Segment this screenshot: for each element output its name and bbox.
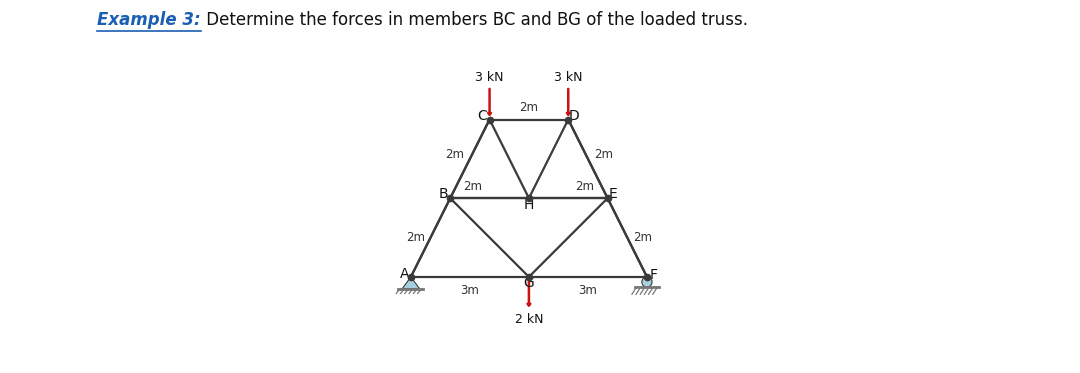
Text: F: F: [649, 268, 658, 282]
Text: 2 kN: 2 kN: [515, 313, 543, 326]
Text: 3m: 3m: [460, 284, 480, 297]
Text: B: B: [438, 187, 448, 201]
Text: 2m: 2m: [633, 231, 652, 244]
Text: 3 kN: 3 kN: [475, 71, 503, 84]
Polygon shape: [402, 277, 419, 289]
Text: G: G: [524, 276, 535, 290]
Circle shape: [642, 277, 652, 287]
Text: 3 kN: 3 kN: [554, 71, 582, 84]
Text: 2m: 2m: [463, 180, 483, 193]
Text: Example 3:: Example 3:: [97, 11, 201, 29]
Text: 2m: 2m: [519, 101, 539, 114]
Text: 3m: 3m: [579, 284, 597, 297]
Text: 2m: 2m: [576, 180, 594, 193]
Text: C: C: [477, 109, 487, 123]
Text: D: D: [569, 109, 580, 123]
Text: 2m: 2m: [406, 231, 424, 244]
Text: E: E: [609, 187, 618, 201]
Text: Determine the forces in members BC and BG of the loaded truss.: Determine the forces in members BC and B…: [201, 11, 747, 29]
Text: 2m: 2m: [594, 148, 612, 162]
Text: A: A: [401, 267, 409, 281]
Text: H: H: [524, 198, 535, 212]
Text: 2m: 2m: [445, 148, 464, 162]
